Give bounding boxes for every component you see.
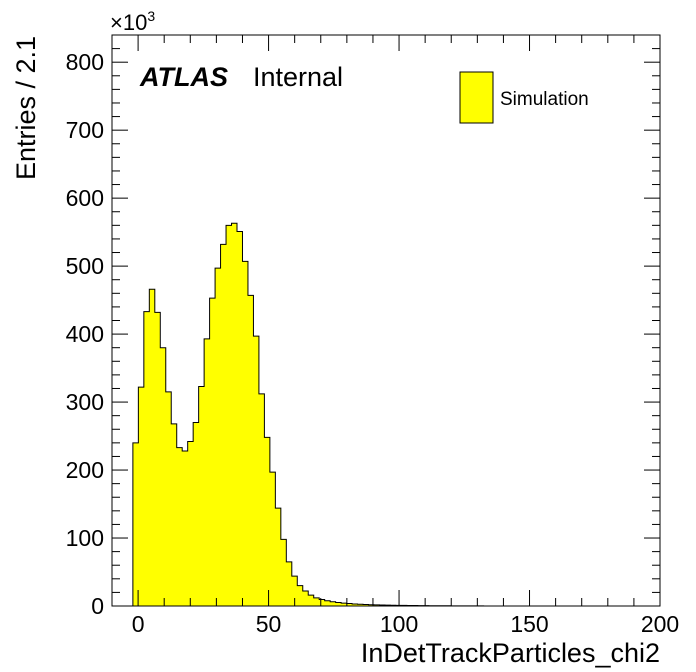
y-tick-label: 100 bbox=[66, 525, 104, 551]
y-tick-label: 700 bbox=[66, 117, 104, 143]
histogram-bin bbox=[215, 268, 220, 606]
histogram-bin bbox=[297, 586, 302, 606]
histogram-bin bbox=[336, 602, 341, 606]
legend-swatch bbox=[459, 71, 494, 124]
y-tick-label: 500 bbox=[66, 253, 104, 279]
x-tick-label: 0 bbox=[132, 611, 145, 637]
histogram-bin bbox=[155, 312, 160, 606]
histogram-bin bbox=[303, 591, 308, 606]
tick-labels: 0 50 100 150 200 0 100 200 300 400 500 600 700 800 bbox=[66, 49, 680, 637]
y-multiplier: ×103 bbox=[110, 8, 155, 35]
histogram-bin bbox=[232, 223, 237, 606]
y-tick-label: 200 bbox=[66, 457, 104, 483]
histogram-bin bbox=[237, 231, 242, 606]
y-axis-label: Entries / 2.1 bbox=[11, 36, 41, 180]
histogram-bin bbox=[182, 451, 187, 606]
histogram-bin bbox=[242, 261, 247, 606]
histogram-bin bbox=[199, 386, 204, 606]
histogram-bin bbox=[270, 472, 275, 606]
histogram-bin bbox=[133, 443, 138, 606]
histogram-bin bbox=[264, 437, 269, 606]
histogram-bin bbox=[210, 298, 215, 606]
x-tick-label: 100 bbox=[380, 611, 418, 637]
histogram-bin bbox=[308, 595, 313, 606]
x-tick-label: 200 bbox=[641, 611, 679, 637]
histogram-bin bbox=[275, 508, 280, 606]
histogram-bin bbox=[248, 295, 253, 606]
x-axis-label: InDetTrackParticles_chi2 bbox=[361, 638, 660, 668]
y-multiplier-exponent: 3 bbox=[147, 8, 155, 24]
histogram-bin bbox=[253, 336, 258, 606]
histogram-bin bbox=[193, 422, 198, 606]
histogram-bin bbox=[314, 598, 319, 606]
histogram-bin bbox=[221, 244, 226, 606]
legend-entry-simulation: Simulation bbox=[500, 89, 589, 110]
histogram-bin bbox=[144, 312, 149, 606]
y-tick-label: 400 bbox=[66, 321, 104, 347]
histogram-bin bbox=[204, 339, 209, 606]
y-tick-label: 0 bbox=[91, 593, 104, 619]
x-tick-label: 150 bbox=[510, 611, 548, 637]
histogram-bin bbox=[259, 394, 264, 606]
histogram-bin bbox=[149, 289, 154, 606]
y-tick-label: 600 bbox=[66, 185, 104, 211]
x-tick-label: 50 bbox=[256, 611, 282, 637]
histogram-bin bbox=[286, 562, 291, 606]
histogram-bin bbox=[188, 442, 193, 607]
y-tick-label: 800 bbox=[66, 49, 104, 75]
histogram-bin bbox=[319, 600, 324, 606]
atlas-label: ATLAS bbox=[139, 62, 228, 92]
histogram-bin bbox=[177, 448, 182, 606]
y-tick-label: 300 bbox=[66, 389, 104, 415]
histogram-fill bbox=[132, 223, 484, 607]
histogram bbox=[132, 222, 485, 607]
histogram-bin bbox=[330, 602, 335, 606]
histogram-bin bbox=[325, 601, 330, 606]
internal-label: Internal bbox=[253, 62, 343, 92]
axis-ticks bbox=[112, 34, 661, 607]
histogram-bin bbox=[166, 392, 171, 606]
histogram-bin bbox=[160, 348, 165, 606]
histogram-bin bbox=[138, 387, 143, 606]
histogram-bin bbox=[226, 225, 231, 606]
histogram-bin bbox=[281, 539, 286, 606]
histogram-bin bbox=[171, 424, 176, 606]
